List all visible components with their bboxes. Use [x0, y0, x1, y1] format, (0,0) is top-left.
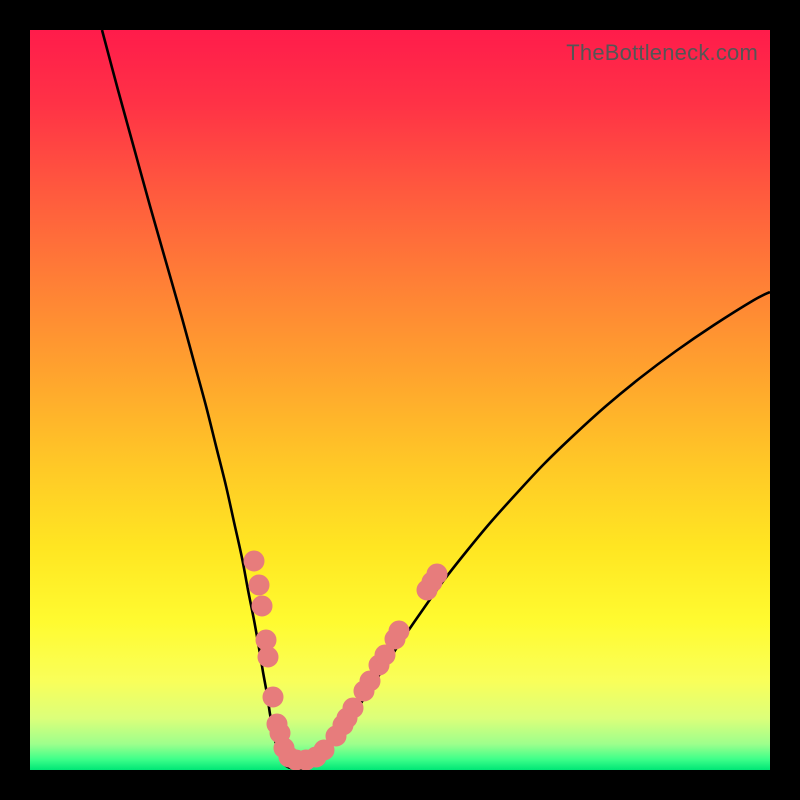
curve-dot [252, 596, 272, 616]
curve-dot [258, 647, 278, 667]
curve-dot [427, 564, 447, 584]
curve-dot [343, 698, 363, 718]
curve-dot [244, 551, 264, 571]
curve-dot [249, 575, 269, 595]
bottleneck-curve [30, 30, 770, 770]
curve-dot [263, 687, 283, 707]
curve-dot [389, 621, 409, 641]
watermark-text: TheBottleneck.com [566, 40, 758, 66]
chart-frame: TheBottleneck.com [30, 30, 770, 770]
